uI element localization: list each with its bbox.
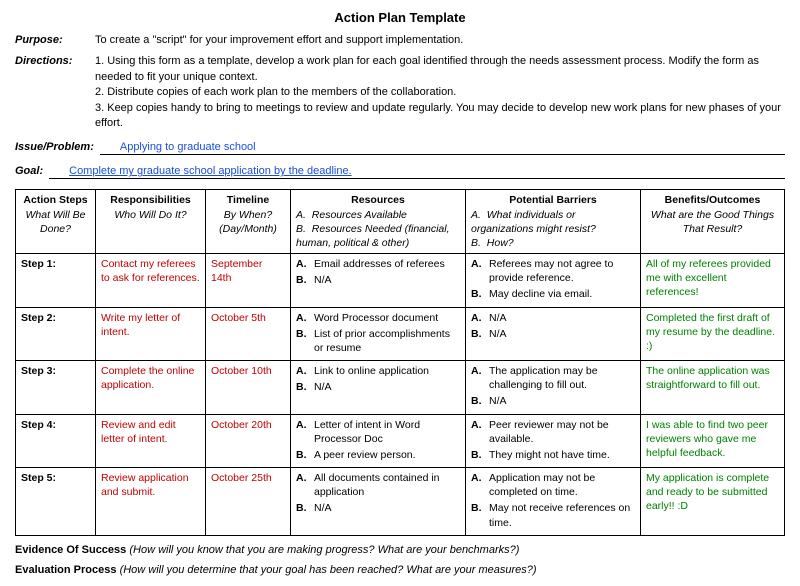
cell-timeline: October 25th <box>206 468 291 536</box>
evaluation-label: Evaluation Process <box>15 564 117 576</box>
cell-step: Step 2: <box>16 307 96 361</box>
purpose-label: Purpose: <box>15 33 95 48</box>
cell-benefits: All of my referees provided me with exce… <box>641 254 785 308</box>
cell-responsibility: Complete the online application. <box>96 361 206 415</box>
directions-row: Directions: 1. Using this form as a temp… <box>15 54 785 131</box>
cell-step: Step 5: <box>16 468 96 536</box>
header-responsibilities: Responsibilities Who Will Do It? <box>96 190 206 254</box>
cell-benefits: The online application was straightforwa… <box>641 361 785 415</box>
direction-3: 3. Keep copies handy to bring to meeting… <box>95 101 785 132</box>
goal-row: Goal: Complete my graduate school applic… <box>15 165 785 179</box>
table-header-row: Action Steps What Will Be Done? Responsi… <box>16 190 785 254</box>
direction-2: 2. Distribute copies of each work plan t… <box>95 85 785 100</box>
goal-label: Goal: <box>15 165 43 177</box>
cell-timeline: October 5th <box>206 307 291 361</box>
purpose-row: Purpose: To create a "script" for your i… <box>15 33 785 48</box>
action-plan-table: Action Steps What Will Be Done? Responsi… <box>15 189 785 535</box>
cell-benefits: I was able to find two peer reviewers wh… <box>641 414 785 468</box>
issue-row: Issue/Problem: Applying to graduate scho… <box>15 141 785 155</box>
page-title: Action Plan Template <box>15 10 785 25</box>
header-benefits: Benefits/Outcomes What are the Good Thin… <box>641 190 785 254</box>
cell-step: Step 3: <box>16 361 96 415</box>
cell-timeline: October 20th <box>206 414 291 468</box>
cell-timeline: October 10th <box>206 361 291 415</box>
table-row: Step 1:Contact my referees to ask for re… <box>16 254 785 308</box>
purpose-text: To create a "script" for your improvemen… <box>95 33 785 48</box>
table-row: Step 4:Review and edit letter of intent.… <box>16 414 785 468</box>
cell-barriers: A.Application may not be completed on ti… <box>466 468 641 536</box>
cell-resources: A.Link to online applicationB.N/A <box>291 361 466 415</box>
cell-responsibility: Contact my referees to ask for reference… <box>96 254 206 308</box>
evaluation-text: (How will you determine that your goal h… <box>120 564 537 576</box>
table-row: Step 2:Write my letter of intent.October… <box>16 307 785 361</box>
cell-barriers: A.N/AB.N/A <box>466 307 641 361</box>
goal-value: Complete my graduate school application … <box>49 165 785 179</box>
cell-resources: A.All documents contained in application… <box>291 468 466 536</box>
table-row: Step 3:Complete the online application.O… <box>16 361 785 415</box>
cell-step: Step 4: <box>16 414 96 468</box>
header-steps: Action Steps What Will Be Done? <box>16 190 96 254</box>
header-resources: Resources A. Resources Available B. Reso… <box>291 190 466 254</box>
cell-barriers: A.Peer reviewer may not be available.B.T… <box>466 414 641 468</box>
cell-benefits: My application is complete and ready to … <box>641 468 785 536</box>
directions-text: 1. Using this form as a template, develo… <box>95 54 785 131</box>
header-barriers: Potential Barriers A. What individuals o… <box>466 190 641 254</box>
cell-responsibility: Write my letter of intent. <box>96 307 206 361</box>
cell-step: Step 1: <box>16 254 96 308</box>
issue-label: Issue/Problem: <box>15 141 94 153</box>
cell-barriers: A.Referees may not agree to provide refe… <box>466 254 641 308</box>
cell-barriers: A.The application may be challenging to … <box>466 361 641 415</box>
issue-value: Applying to graduate school <box>100 141 785 155</box>
cell-benefits: Completed the first draft of my resume b… <box>641 307 785 361</box>
evaluation-row: Evaluation Process (How will you determi… <box>15 564 785 576</box>
cell-responsibility: Review application and submit. <box>96 468 206 536</box>
direction-1: 1. Using this form as a template, develo… <box>95 54 785 85</box>
evidence-label: Evidence Of Success <box>15 544 126 556</box>
header-timeline: Timeline By When? (Day/Month) <box>206 190 291 254</box>
evidence-row: Evidence Of Success (How will you know t… <box>15 544 785 556</box>
cell-resources: A.Letter of intent in Word Processor Doc… <box>291 414 466 468</box>
cell-timeline: September 14th <box>206 254 291 308</box>
cell-responsibility: Review and edit letter of intent. <box>96 414 206 468</box>
cell-resources: A.Email addresses of refereesB.N/A <box>291 254 466 308</box>
evidence-text: (How will you know that you are making p… <box>129 544 519 556</box>
table-row: Step 5:Review application and submit.Oct… <box>16 468 785 536</box>
cell-resources: A.Word Processor documentB.List of prior… <box>291 307 466 361</box>
directions-label: Directions: <box>15 54 95 131</box>
